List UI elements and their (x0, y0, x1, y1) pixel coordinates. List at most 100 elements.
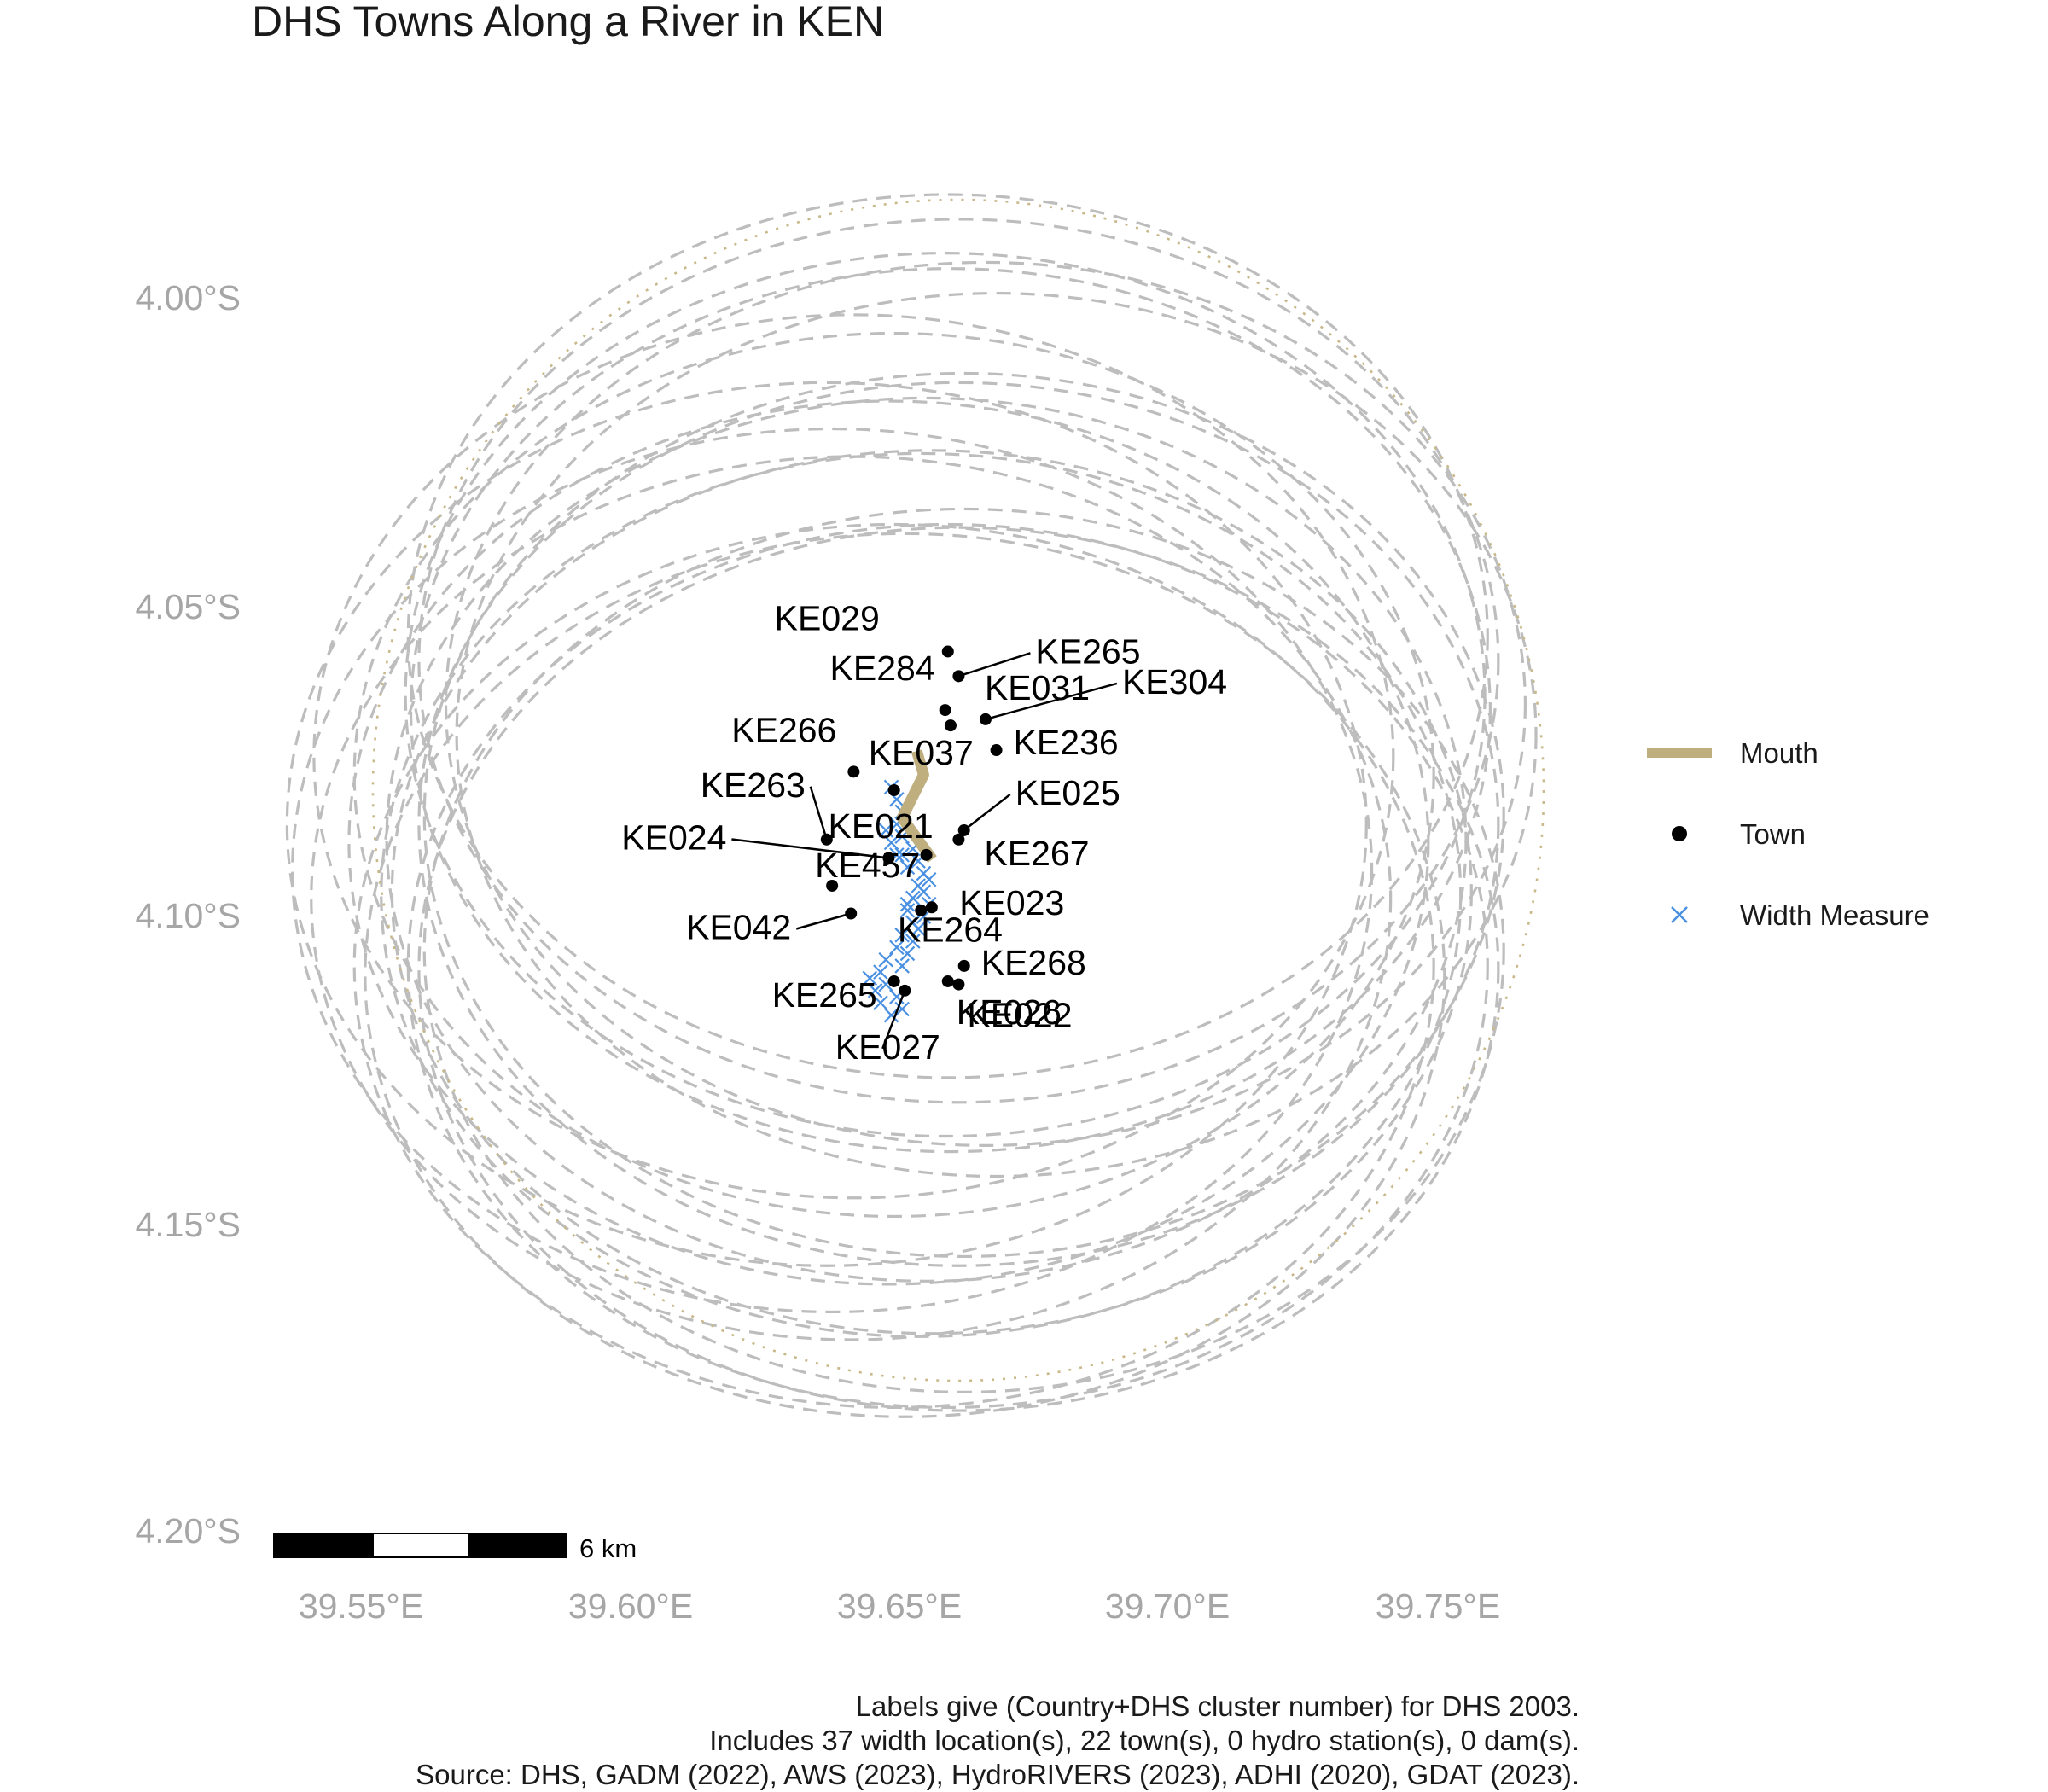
width-measure-mark (894, 928, 910, 943)
town-label: KE267 (984, 834, 1089, 873)
town-label: KE027 (835, 1027, 940, 1067)
scale-bar-segment (468, 1533, 567, 1558)
caption: Labels give (Country+DHS cluster number)… (416, 1690, 1580, 1790)
y-axis: 4.00°S 4.05°S 4.10°S 4.15°S 4.20°S (135, 278, 241, 1551)
buffer-ring (291, 427, 1374, 1314)
buffer-ring (422, 507, 1505, 1393)
buffer-ring (455, 291, 1538, 1178)
buffer-ring (404, 252, 1487, 1138)
buffer-ring (312, 313, 1395, 1200)
town-label: KE042 (686, 908, 791, 947)
town-label: KE025 (1015, 773, 1120, 812)
x-tick-label: 39.70°E (1105, 1586, 1230, 1626)
label-leader (795, 912, 852, 930)
width-measure-mark (873, 964, 888, 980)
x-tick-label: 39.75°E (1376, 1586, 1500, 1626)
buffer-ring (406, 522, 1489, 1410)
town-point (957, 959, 970, 972)
town-label: KE264 (898, 910, 1003, 949)
town-label: KE023 (959, 883, 1064, 922)
y-tick-label: 4.00°S (135, 278, 241, 317)
caption-line: Includes 37 width location(s), 22 town(s… (709, 1725, 1580, 1756)
buffer-rings (285, 193, 1538, 1418)
legend-label: Mouth (1740, 737, 1818, 769)
town-point (925, 901, 938, 914)
x-tick-label: 39.65°E (837, 1586, 962, 1626)
buffer-ring (385, 396, 1468, 1283)
label-leader (731, 838, 889, 859)
town-point (952, 978, 965, 991)
legend-town-swatch (1672, 826, 1687, 841)
map-title: DHS Towns Along a River in KEN (252, 0, 884, 45)
town-point (920, 848, 933, 861)
town-label: KE236 (1014, 723, 1119, 762)
width-measure-mark (878, 823, 894, 838)
width-measure-mark (894, 958, 910, 974)
width-measure-mark (905, 934, 921, 949)
town-point (847, 765, 860, 778)
buffer-ring (285, 381, 1368, 1267)
town-label: KE026 (957, 992, 1062, 1032)
town-label: KE457 (815, 846, 920, 885)
buffer-ring (417, 526, 1500, 1412)
river-mouth (896, 749, 937, 863)
width-measure-mark (921, 871, 937, 887)
town-point (957, 823, 970, 836)
width-measure-mark (894, 1001, 910, 1017)
label-leader (809, 786, 829, 841)
town-label: KE021 (829, 806, 934, 846)
caption-line: Labels give (Country+DHS cluster number)… (856, 1690, 1580, 1722)
buffer-ring (390, 449, 1473, 1335)
y-tick-label: 4.20°S (135, 1511, 241, 1551)
caption-line: Source: DHS, GADM (2022), AWS (2023), Hy… (416, 1759, 1580, 1790)
buffer-ring (347, 399, 1430, 1286)
town-label: KE024 (621, 817, 726, 857)
buffer-ring (417, 218, 1500, 1104)
width-measure-mark (873, 995, 888, 1011)
town-label: KE029 (775, 598, 880, 637)
label-leader (963, 793, 1011, 831)
label-leader (881, 990, 906, 1050)
town-point (939, 704, 951, 717)
width-measure-mark (883, 1007, 899, 1023)
buffer-ring (380, 451, 1463, 1338)
width-measure-mark (878, 951, 894, 968)
width-measure-mark (911, 921, 926, 937)
legend-label: Width Measure (1740, 899, 1929, 931)
buffer-ring (422, 371, 1505, 1259)
width-measure-mark (899, 903, 916, 918)
town-label: KE266 (731, 710, 836, 749)
town-label: KE037 (869, 733, 974, 772)
width-measure-mark (862, 970, 878, 986)
town-label: KE284 (830, 649, 935, 688)
width-measure-mark (899, 896, 916, 912)
scale-bar: 6 km (273, 1533, 637, 1563)
x-tick-label: 39.60°E (568, 1586, 693, 1626)
buffer-ring (409, 267, 1492, 1154)
town-point (990, 744, 1003, 757)
x-tick-label: 39.55°E (299, 1586, 423, 1626)
town-point (826, 879, 839, 892)
town-point (952, 833, 965, 846)
town-label: KE265 (1035, 631, 1140, 671)
town-point (820, 833, 833, 846)
legend-label: Town (1740, 818, 1806, 850)
town-label: KE268 (981, 943, 1086, 982)
label-leader (958, 652, 1031, 678)
width-measures (862, 779, 937, 1023)
y-tick-label: 4.05°S (135, 587, 241, 626)
width-measure-mark (889, 940, 905, 956)
x-axis: 39.55°E 39.60°E 39.65°E 39.70°E 39.75°E (299, 1586, 1500, 1626)
buffer-ring (417, 381, 1500, 1267)
scale-bar-segment (372, 1533, 469, 1558)
town-label: KE263 (701, 765, 806, 805)
town-label: KE265 (772, 975, 877, 1015)
town-point (915, 904, 928, 916)
mouth-line (896, 749, 937, 863)
town-point (952, 670, 965, 683)
width-measure-mark (883, 835, 899, 851)
legend-width-swatch (1671, 906, 1688, 923)
outer-limit-ring (371, 198, 1545, 1382)
